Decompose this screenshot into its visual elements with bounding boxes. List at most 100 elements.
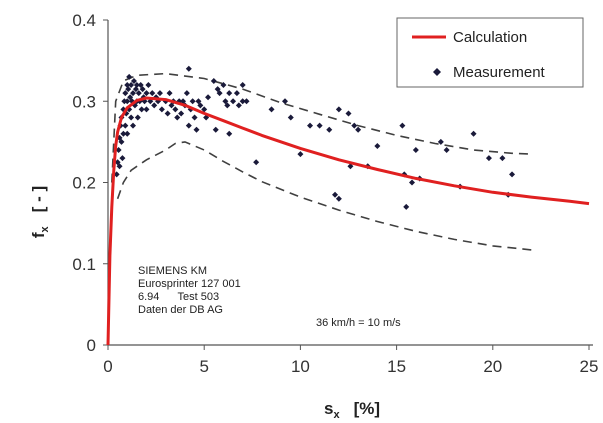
measurement-point — [166, 90, 173, 97]
measurement-point — [509, 171, 516, 178]
x-tick-label: 25 — [580, 357, 599, 376]
measurement-point — [332, 191, 339, 198]
measurement-point — [116, 163, 123, 170]
measurement-point — [118, 138, 125, 145]
measurement-point — [128, 114, 135, 121]
legend-marker-measurement — [433, 68, 441, 76]
measurement-point — [210, 77, 217, 84]
annotation-line-4: Daten der DB AG — [138, 304, 223, 316]
x-axis-label-main: s — [324, 399, 333, 418]
x-axis-label: sx [%] — [324, 399, 380, 421]
measurement-point — [443, 147, 450, 153]
y-axis-label-sub: x — [39, 225, 51, 232]
measurement-point — [145, 82, 152, 88]
speed-annotation: 36 km/h = 10 m/s — [316, 317, 401, 329]
measurement-point — [128, 82, 135, 88]
measurement-point — [205, 94, 212, 101]
measurement-point — [120, 130, 127, 137]
measurement-point — [220, 82, 227, 88]
measurement-point — [158, 106, 165, 113]
measurement-point — [119, 155, 126, 162]
measurement-point — [282, 98, 289, 105]
measurement-point — [130, 90, 137, 97]
measurement-point — [403, 203, 410, 210]
y-tick-label: 0.1 — [72, 255, 96, 274]
measurement-point — [133, 82, 140, 88]
measurement-point — [239, 98, 246, 105]
legend-box — [396, 17, 584, 88]
x-tick-label: 15 — [387, 357, 406, 376]
y-axis-label-unit: [ - ] — [29, 186, 48, 212]
x-axis-label-unit: [%] — [354, 399, 380, 418]
measurement-point — [185, 122, 192, 129]
y-tick-label: 0.3 — [72, 92, 96, 111]
measurement-point — [233, 90, 240, 97]
measurement-point — [268, 106, 275, 113]
measurement-point — [201, 106, 208, 113]
y-tick-label: 0.4 — [72, 11, 96, 30]
measurement-point — [132, 86, 139, 93]
measurement-point — [134, 114, 141, 121]
measurement-point — [151, 102, 158, 109]
measurement-point — [191, 114, 198, 121]
x-tick-label: 20 — [483, 357, 502, 376]
measurement-point — [374, 142, 381, 149]
measurement-point — [212, 126, 219, 133]
measurement-point — [335, 195, 342, 202]
ticks: 0 5 10 15 20 25 0 0.1 0.2 0.3 0.4 — [72, 11, 598, 376]
measurement-point — [124, 130, 131, 137]
measurement-point — [297, 151, 304, 158]
measurement-point — [485, 155, 492, 162]
series-calculation — [106, 96, 590, 346]
y-tick-label: 0 — [87, 336, 96, 355]
measurement-point — [156, 90, 163, 97]
measurement-point — [122, 90, 129, 97]
measurement-point — [470, 130, 477, 137]
measurement-point — [499, 155, 506, 162]
x-tick-label: 5 — [199, 357, 208, 376]
measurement-point — [408, 179, 415, 186]
series-upper-bound — [111, 72, 532, 183]
measurement-point — [139, 86, 146, 93]
measurement-point — [124, 82, 131, 88]
measurement-point — [351, 122, 358, 129]
annotation-line-3: 6.94 Test 503 — [138, 291, 219, 303]
measurement-point — [124, 98, 131, 105]
measurement-point — [183, 90, 190, 97]
measurement-point — [335, 106, 342, 113]
measurement-point — [115, 147, 122, 153]
measurement-point — [235, 102, 242, 109]
legend: Calculation Measurement — [396, 17, 584, 88]
measurement-point — [126, 73, 133, 80]
legend-label-calculation: Calculation — [453, 29, 527, 46]
measurement-point — [197, 102, 204, 109]
annotation-line-1: SIEMENS KM — [138, 265, 207, 277]
measurement-point — [138, 106, 145, 113]
measurement-point — [287, 114, 294, 121]
measurement-point — [307, 122, 314, 129]
measurement-point — [437, 138, 444, 145]
measurement-point — [130, 77, 137, 84]
measurement-point — [226, 90, 233, 97]
measurement-point — [243, 98, 250, 105]
x-axis-label-sub: x — [333, 409, 340, 421]
measurement-point — [135, 90, 142, 97]
measurement-point — [355, 126, 362, 133]
x-tick-label: 10 — [291, 357, 310, 376]
measurement-point — [239, 82, 246, 88]
measurement-point — [230, 98, 237, 105]
measurement-point — [143, 106, 150, 113]
measurement-point — [125, 86, 132, 93]
measurement-point — [189, 98, 196, 105]
series-layer — [106, 65, 590, 346]
measurement-point — [143, 90, 150, 97]
measurement-point — [174, 114, 181, 121]
measurement-point — [253, 159, 260, 166]
x-tick-label: 0 — [103, 357, 112, 376]
measurement-point — [164, 110, 171, 117]
measurement-point — [224, 102, 231, 109]
measurement-point — [149, 90, 156, 97]
measurement-point — [326, 126, 333, 133]
y-tick-label: 0.2 — [72, 174, 96, 193]
